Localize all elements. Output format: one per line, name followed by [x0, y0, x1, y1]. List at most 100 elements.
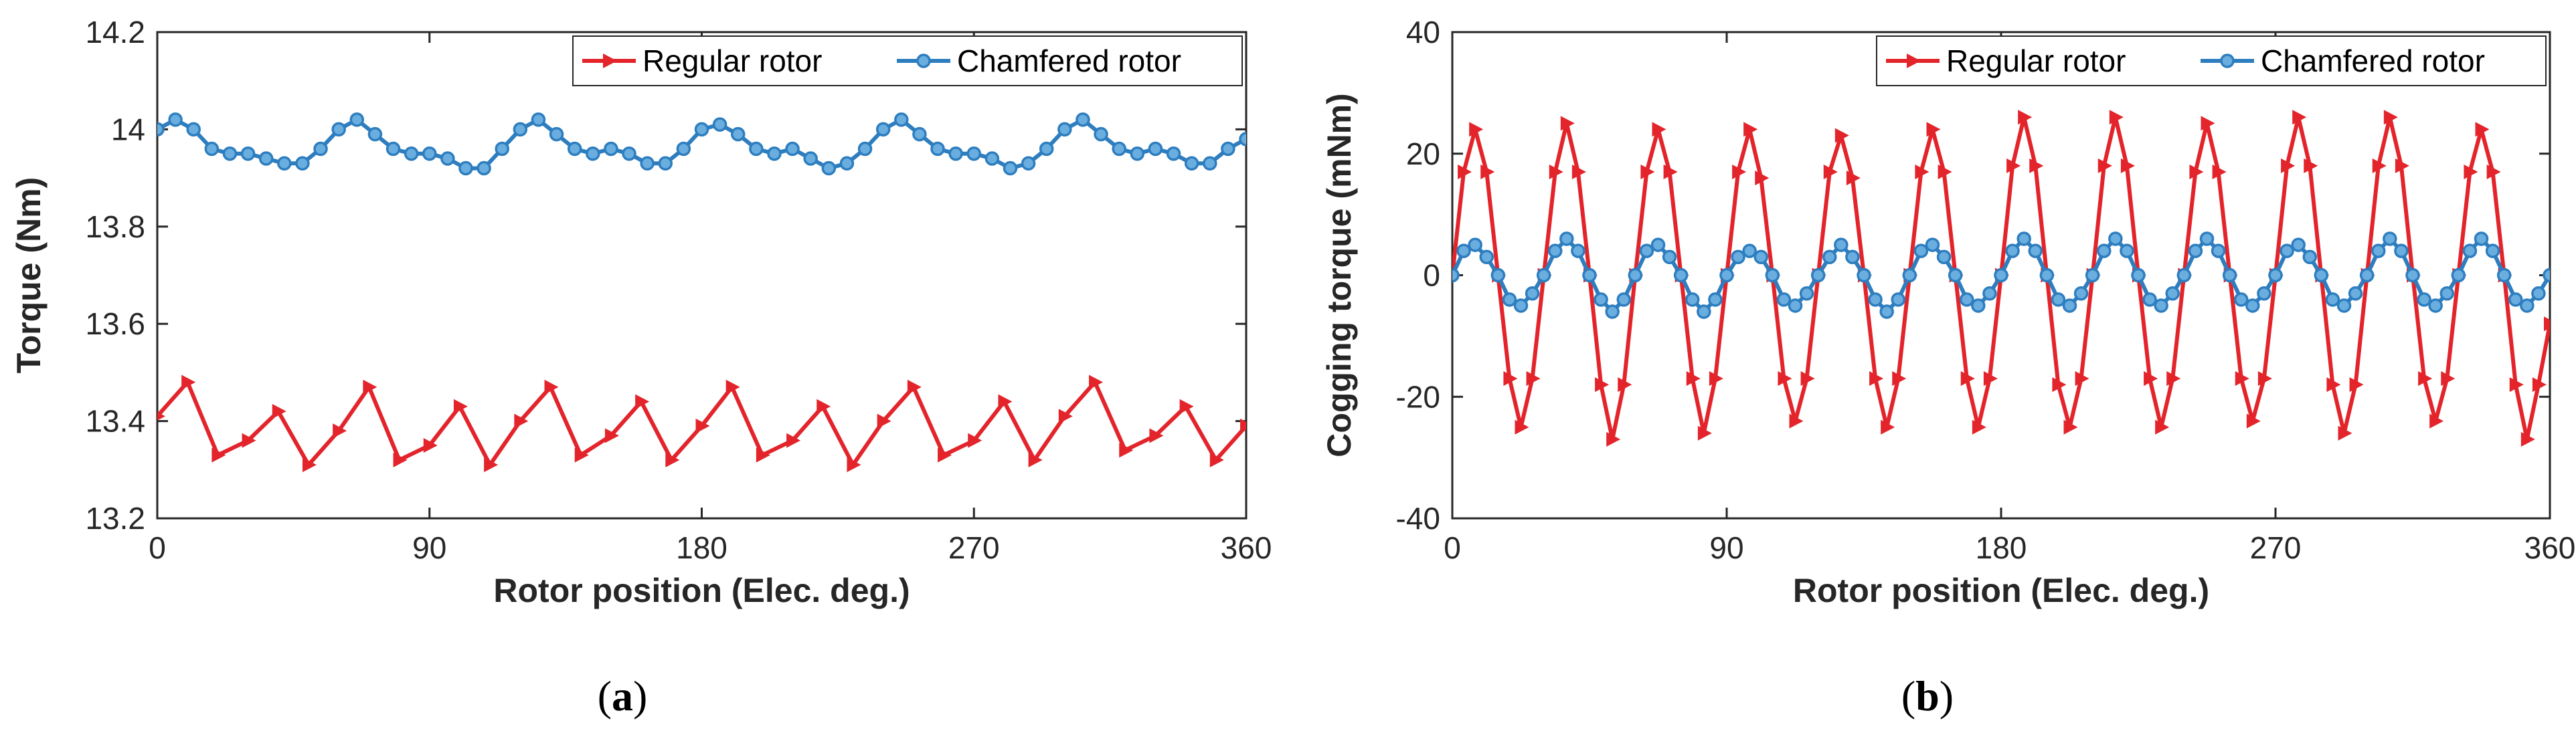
data-point	[1902, 268, 1917, 283]
legend-marker	[603, 54, 617, 68]
data-point	[313, 141, 328, 157]
data-point	[404, 146, 419, 161]
data-point	[821, 161, 837, 176]
y-tick-label: 14.2	[85, 15, 145, 49]
data-point	[1515, 419, 1529, 435]
legend-label: Regular rotor	[642, 43, 822, 78]
data-point	[1149, 428, 1164, 443]
data-point	[1119, 443, 1134, 458]
data-point	[1628, 268, 1643, 283]
data-point	[1697, 304, 1711, 319]
data-point	[658, 156, 673, 171]
data-point	[2108, 231, 2123, 246]
data-point	[1618, 377, 1632, 393]
data-point	[513, 122, 528, 137]
y-tick-label: 13.8	[85, 209, 145, 244]
data-point	[2496, 268, 2512, 283]
data-point	[1926, 122, 1941, 137]
data-point	[2062, 298, 2077, 313]
data-point	[1058, 409, 1073, 424]
data-point	[2131, 268, 2146, 283]
data-point	[1480, 165, 1495, 180]
data-point	[331, 122, 346, 137]
x-tick-label: 270	[2250, 530, 2302, 565]
data-point	[640, 156, 655, 171]
data-point	[458, 161, 473, 176]
data-point	[1456, 243, 1471, 258]
data-point	[302, 457, 317, 473]
y-axis-title: Cogging torque (mNm)	[1320, 93, 1358, 457]
data-point	[622, 146, 636, 161]
data-point	[1948, 268, 1963, 283]
data-point	[948, 146, 963, 161]
data-point	[2005, 243, 2020, 258]
data-point	[2075, 371, 2089, 386]
data-point	[2245, 298, 2260, 313]
data-point	[2462, 243, 2478, 258]
data-point	[1686, 371, 1701, 386]
data-point	[817, 399, 831, 414]
x-tick-label: 360	[2524, 530, 2576, 565]
data-point	[1571, 165, 1586, 180]
data-point	[1616, 292, 1631, 307]
data-point	[1868, 292, 1883, 307]
data-point	[1915, 165, 1929, 180]
data-point	[2520, 431, 2535, 447]
y-tick-label: -20	[1396, 379, 1440, 414]
data-point	[2464, 165, 2478, 180]
data-point	[2073, 286, 2089, 301]
data-point	[495, 141, 509, 157]
data-point	[2326, 377, 2341, 393]
chart-panel-a: 0 90 180 270 360 13.2 13.4 13.6 13.8 14 14.2 Rotor …	[10, 15, 1272, 720]
panel-caption: (a)	[598, 672, 648, 720]
plot-area-frame	[156, 31, 1248, 520]
data-point	[1685, 292, 1700, 307]
data-point	[242, 433, 256, 448]
data-point	[968, 433, 982, 448]
data-point	[531, 112, 546, 127]
data-point	[2097, 243, 2112, 258]
data-point	[2281, 158, 2296, 173]
data-point	[1003, 161, 1018, 176]
x-axis-title: Rotor position (Elec. deg.)	[1793, 572, 2209, 609]
data-point	[857, 141, 873, 157]
data-point	[1458, 165, 1472, 180]
data-point	[1892, 371, 1907, 386]
data-point	[2291, 237, 2306, 252]
data-point	[604, 141, 618, 157]
data-point	[1776, 292, 1792, 307]
data-point	[1982, 286, 1997, 301]
data-point	[2532, 377, 2547, 393]
data-point	[2429, 413, 2444, 429]
data-point	[1184, 156, 1199, 171]
legend-label: Chamfered rotor	[957, 43, 1181, 78]
data-point	[2257, 371, 2272, 386]
data-point	[2544, 316, 2550, 332]
data-point	[549, 126, 564, 142]
data-point	[2189, 165, 2204, 180]
data-point	[2028, 243, 2043, 258]
data-point	[803, 151, 818, 166]
data-point	[2016, 231, 2031, 246]
data-point	[2120, 243, 2134, 258]
data-point	[1525, 286, 1540, 301]
data-point	[367, 126, 383, 142]
data-point	[2166, 371, 2181, 386]
data-point	[1502, 292, 1517, 307]
data-point	[1753, 249, 1768, 264]
data-point	[1846, 171, 1861, 186]
data-point	[2212, 165, 2227, 180]
data-point	[272, 404, 286, 419]
data-point	[2520, 298, 2535, 313]
data-point	[1925, 237, 1940, 252]
data-point	[966, 146, 981, 161]
data-point	[2395, 158, 2409, 173]
panel-caption: (b)	[1901, 672, 1954, 720]
data-point	[1755, 171, 1770, 186]
data-point	[1021, 156, 1036, 171]
data-point	[586, 146, 600, 161]
data-point	[676, 141, 691, 157]
data-point	[477, 161, 491, 176]
data-point	[277, 156, 292, 171]
